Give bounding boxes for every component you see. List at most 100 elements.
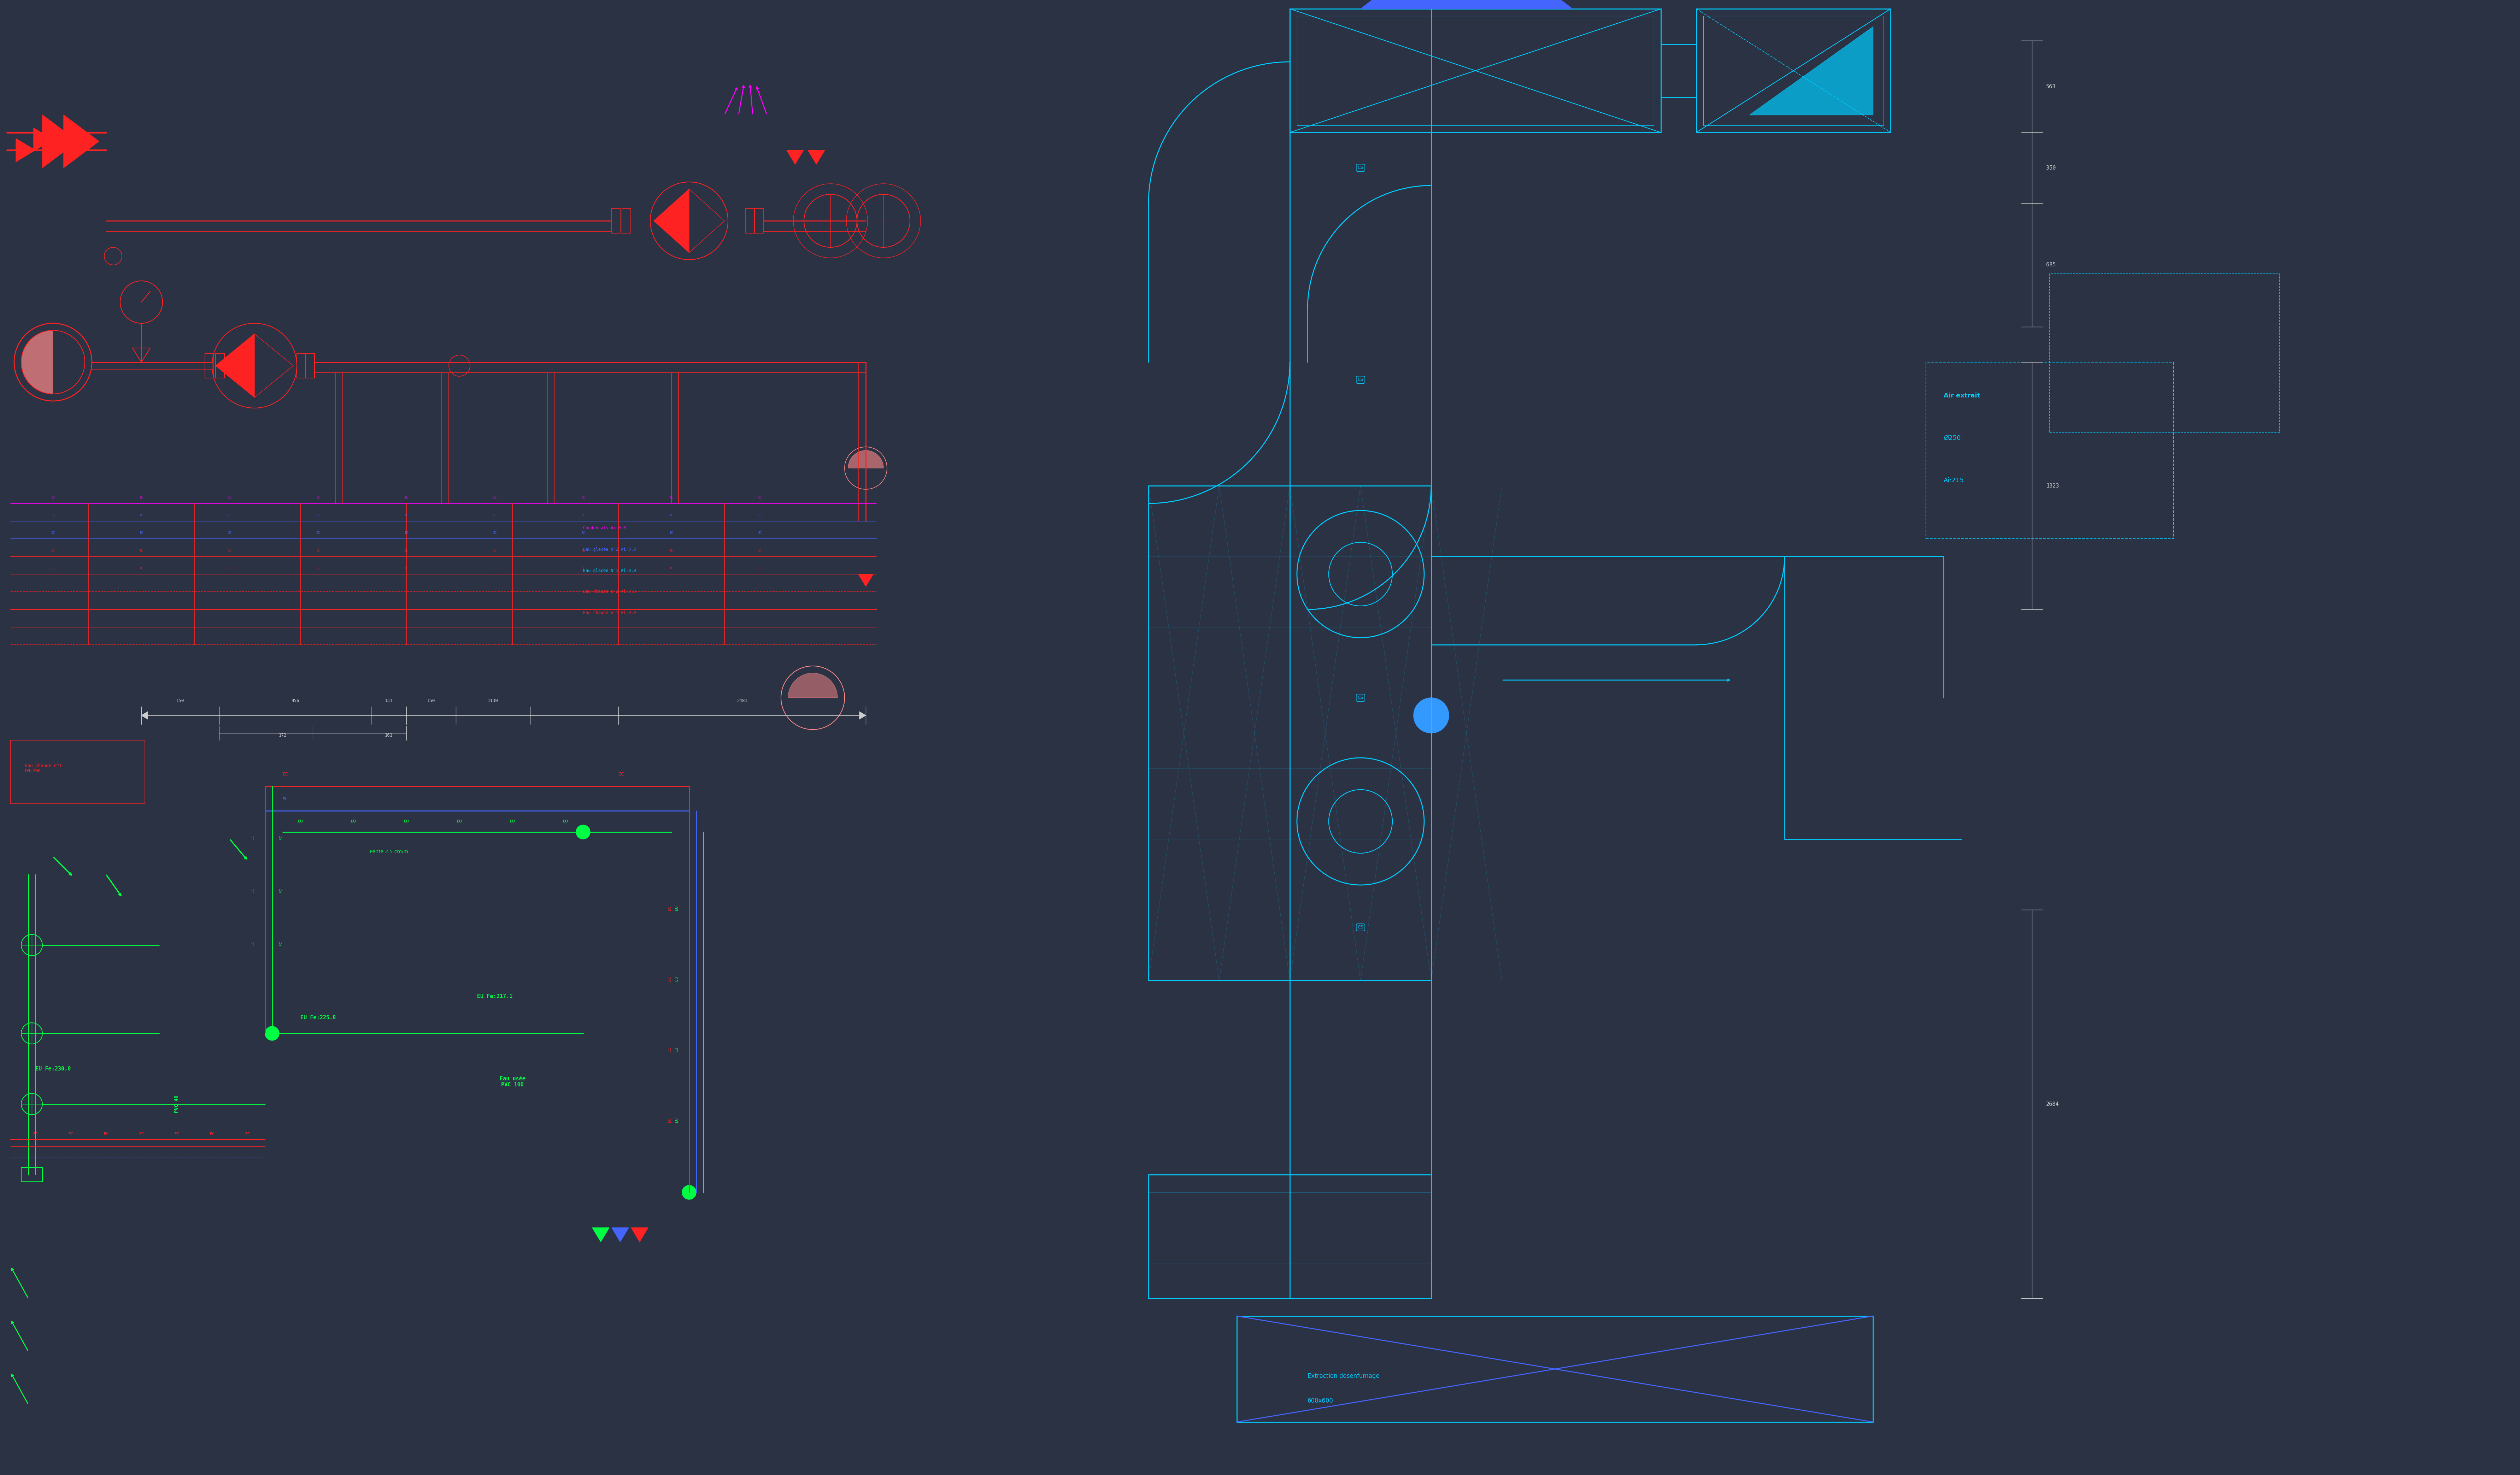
Text: 2684: 2684 bbox=[2046, 1102, 2059, 1106]
Text: EC: EC bbox=[139, 1133, 144, 1136]
Text: EC: EC bbox=[670, 531, 673, 534]
Text: EC: EC bbox=[280, 941, 282, 945]
Bar bbox=[1149, 485, 1431, 981]
Bar bbox=[217, 354, 224, 378]
Text: EC: EC bbox=[406, 531, 408, 534]
Text: EC: EC bbox=[582, 513, 585, 516]
Polygon shape bbox=[630, 1227, 648, 1242]
Text: 131: 131 bbox=[386, 699, 393, 704]
Text: PVC 40: PVC 40 bbox=[174, 1094, 179, 1114]
Text: EC: EC bbox=[582, 531, 585, 534]
Text: EU: EU bbox=[675, 976, 678, 981]
Text: EC: EC bbox=[50, 566, 55, 569]
Text: EC: EC bbox=[668, 1118, 670, 1122]
Text: EC: EC bbox=[227, 566, 232, 569]
Text: EC: EC bbox=[227, 513, 232, 516]
Text: EC: EC bbox=[209, 1133, 214, 1136]
Text: EC: EC bbox=[318, 549, 320, 552]
Text: EC: EC bbox=[68, 1133, 73, 1136]
Text: EC: EC bbox=[494, 566, 496, 569]
Text: EC: EC bbox=[139, 531, 144, 534]
Polygon shape bbox=[1749, 27, 1872, 115]
Text: EC: EC bbox=[759, 513, 761, 516]
Bar bbox=[1696, 9, 1890, 133]
Text: EU: EU bbox=[562, 820, 567, 823]
Text: CS: CS bbox=[1358, 165, 1363, 170]
Text: EC: EC bbox=[582, 496, 585, 499]
Text: EC: EC bbox=[406, 496, 408, 499]
Text: EC: EC bbox=[670, 566, 673, 569]
Text: EC: EC bbox=[318, 496, 320, 499]
Bar bbox=[746, 208, 753, 233]
Text: EC: EC bbox=[759, 566, 761, 569]
Wedge shape bbox=[20, 330, 53, 394]
Text: EC: EC bbox=[252, 888, 255, 892]
Text: EC: EC bbox=[406, 549, 408, 552]
Text: EC: EC bbox=[139, 566, 144, 569]
Text: EC: EC bbox=[494, 531, 496, 534]
Text: Ø250: Ø250 bbox=[1943, 435, 1961, 441]
Text: EU Fe:217.1: EU Fe:217.1 bbox=[476, 994, 512, 999]
Text: Eau glacée N°1 Ai:0.0: Eau glacée N°1 Ai:0.0 bbox=[582, 568, 635, 572]
Polygon shape bbox=[859, 574, 874, 587]
Text: CS: CS bbox=[1358, 695, 1363, 701]
Text: EU Fe:225.8: EU Fe:225.8 bbox=[300, 1015, 335, 1021]
Text: CS: CS bbox=[1358, 925, 1363, 929]
Text: EC: EC bbox=[494, 549, 496, 552]
Bar bbox=[1237, 1316, 1872, 1422]
Polygon shape bbox=[141, 711, 149, 720]
Text: EC: EC bbox=[244, 1133, 249, 1136]
Text: 1323: 1323 bbox=[2046, 484, 2059, 488]
Text: EC: EC bbox=[33, 1133, 38, 1136]
Text: 172: 172 bbox=[280, 733, 287, 738]
Polygon shape bbox=[653, 189, 688, 252]
Polygon shape bbox=[33, 128, 53, 152]
Text: EC: EC bbox=[280, 888, 282, 892]
Text: Eau chaude n°1 Ai:0.0: Eau chaude n°1 Ai:0.0 bbox=[582, 611, 635, 615]
Text: EC: EC bbox=[759, 531, 761, 534]
Text: Eau glacée N°2 Ai:0.0: Eau glacée N°2 Ai:0.0 bbox=[582, 547, 635, 552]
Polygon shape bbox=[592, 1227, 610, 1242]
Text: EC: EC bbox=[494, 513, 496, 516]
Text: EU: EU bbox=[403, 820, 408, 823]
Bar bbox=[1925, 363, 2172, 538]
Text: EC: EC bbox=[406, 566, 408, 569]
Text: EU: EU bbox=[456, 820, 461, 823]
Bar bbox=[297, 354, 305, 378]
Text: 563: 563 bbox=[2046, 84, 2056, 88]
Text: EC: EC bbox=[50, 549, 55, 552]
Polygon shape bbox=[859, 711, 867, 720]
Text: EC: EC bbox=[139, 496, 144, 499]
Text: Eau chaude n°1
DN:200: Eau chaude n°1 DN:200 bbox=[25, 764, 63, 773]
Text: EU Fe:230.0: EU Fe:230.0 bbox=[35, 1066, 71, 1071]
Bar bbox=[20, 1168, 43, 1181]
Polygon shape bbox=[63, 115, 98, 168]
Text: EC: EC bbox=[282, 771, 290, 776]
Polygon shape bbox=[809, 150, 824, 164]
Text: 600x600: 600x600 bbox=[1308, 1398, 1333, 1404]
Text: EU: EU bbox=[509, 820, 514, 823]
Bar bbox=[622, 208, 630, 233]
Text: Ai:215: Ai:215 bbox=[1943, 478, 1963, 484]
Wedge shape bbox=[789, 673, 837, 698]
Bar bbox=[1298, 16, 1653, 125]
Text: 2481: 2481 bbox=[736, 699, 748, 704]
Bar bbox=[612, 208, 620, 233]
Text: EC: EC bbox=[139, 513, 144, 516]
Text: EU: EU bbox=[350, 820, 355, 823]
Text: EC: EC bbox=[406, 513, 408, 516]
Text: EC: EC bbox=[227, 549, 232, 552]
Text: EC: EC bbox=[668, 1047, 670, 1052]
Wedge shape bbox=[849, 450, 885, 468]
Text: EC: EC bbox=[759, 496, 761, 499]
Text: EC: EC bbox=[670, 549, 673, 552]
Text: EC: EC bbox=[670, 496, 673, 499]
Text: EC: EC bbox=[494, 496, 496, 499]
Text: 685: 685 bbox=[2046, 263, 2056, 267]
Text: EU: EU bbox=[675, 1047, 678, 1052]
Text: EC: EC bbox=[670, 513, 673, 516]
Text: EC: EC bbox=[50, 513, 55, 516]
Bar bbox=[1149, 1174, 1431, 1298]
Polygon shape bbox=[43, 115, 78, 168]
Text: 161: 161 bbox=[386, 733, 393, 738]
